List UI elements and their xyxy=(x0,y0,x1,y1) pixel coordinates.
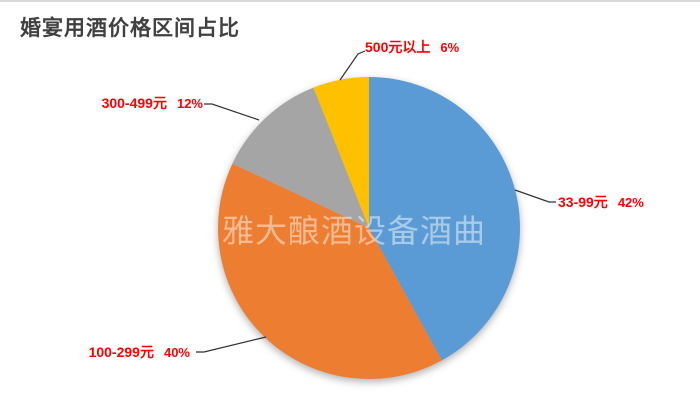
slice-label-name: 500元以上 xyxy=(365,39,431,55)
slice-label-percent: 12% xyxy=(176,96,203,111)
slice-label-percent: 6% xyxy=(440,40,460,55)
pie-slice-3 xyxy=(313,77,369,228)
slice-label-name: 33-99元 xyxy=(558,194,608,210)
slice-label-500-plus: 500元以上 6% xyxy=(365,37,459,57)
pie-slice-1 xyxy=(218,163,442,379)
slice-label-percent: 42% xyxy=(617,195,644,210)
slice-label-name: 300-499元 xyxy=(101,95,167,111)
pie-slice-0 xyxy=(369,77,520,361)
leader-line-33-99 xyxy=(514,189,556,203)
slice-label-name: 100-299元 xyxy=(88,344,154,360)
pie-slices-group xyxy=(218,77,520,379)
leader-line-500-plus xyxy=(339,50,366,81)
leader-line-300-499 xyxy=(204,103,260,121)
chart-title: 婚宴用酒价格区间占比 xyxy=(20,17,240,40)
slice-label-percent: 40% xyxy=(163,345,190,360)
slice-label-100-299: 100-299元 40% xyxy=(89,342,190,362)
pie-slice-2 xyxy=(232,87,369,228)
top-divider xyxy=(0,0,700,2)
slice-label-33-99: 33-99元 42% xyxy=(558,192,644,212)
slice-label-300-499: 300-499元 12% xyxy=(102,93,203,113)
leader-line-100-299 xyxy=(196,336,267,353)
